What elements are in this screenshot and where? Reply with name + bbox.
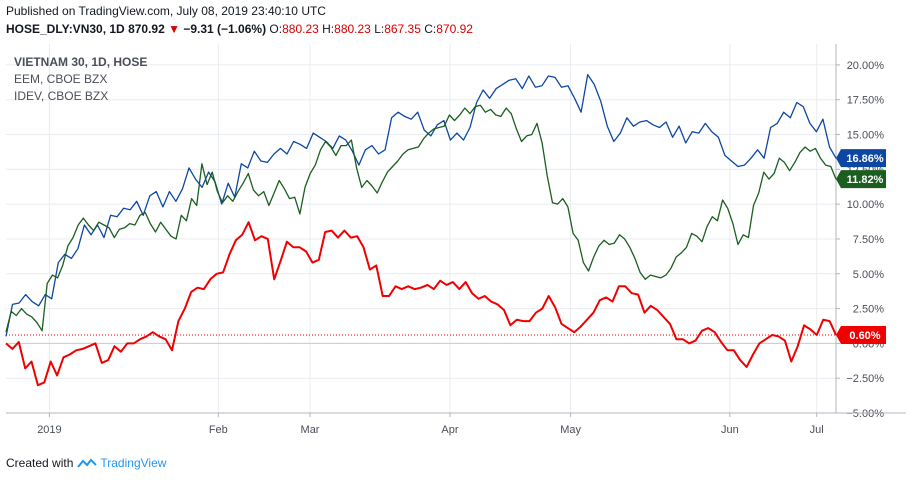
- last-value-label: 11.82%: [847, 174, 884, 186]
- high-value: 880.23: [334, 22, 371, 36]
- vn30-series-line: [5, 221, 837, 387]
- last-value-badge: 11.82%: [836, 170, 886, 189]
- last-price: 870.92: [128, 22, 165, 36]
- y-tick-label: 2.50%: [853, 304, 884, 316]
- x-tick-label: 2019: [37, 424, 61, 436]
- footer: Created with TradingView: [6, 456, 166, 470]
- open-label: O:: [269, 22, 283, 36]
- created-with-text: Created with: [6, 456, 74, 470]
- symbol-info-line: HOSE_DLY:VN30, 1D 870.92 ▼ −9.31 (−1.06%…: [6, 22, 473, 36]
- down-arrow-icon: ▼: [168, 22, 180, 36]
- high-label: H:: [322, 22, 335, 36]
- eem-series-line: [5, 73, 837, 337]
- tradingview-logo-icon: [77, 458, 98, 468]
- y-tick-label: −5.00%: [846, 408, 884, 420]
- last-value-label: 16.86%: [846, 153, 884, 165]
- legend-vn30: VIETNAM 30, 1D, HOSE: [14, 55, 147, 69]
- published-info: Published on TradingView.com, July 08, 2…: [6, 4, 326, 18]
- idev-series-line: [5, 104, 837, 333]
- x-tick-label: Feb: [209, 424, 228, 436]
- last-value-badge-bg: [836, 170, 886, 189]
- price-change: −9.31 (−1.06%): [183, 22, 267, 36]
- x-tick-label: Jul: [810, 424, 824, 436]
- y-tick-label: 17.50%: [847, 95, 885, 107]
- y-tick-label: 20.00%: [847, 60, 885, 72]
- plot-background[interactable]: [6, 44, 836, 413]
- last-value-badge-bg: [836, 326, 886, 345]
- last-value-badge-bg: [836, 149, 886, 168]
- comparison-chart[interactable]: 20.00%17.50%15.00%12.50%10.00%7.50%5.00%…: [0, 44, 906, 449]
- legend-idev: IDEV, CBOE BZX: [14, 89, 108, 103]
- x-tick-label: Mar: [301, 424, 320, 436]
- close-value: 870.92: [436, 22, 473, 36]
- low-label: L:: [374, 22, 385, 36]
- close-label: C:: [424, 22, 437, 36]
- x-tick-label: Apr: [441, 424, 458, 436]
- open-value: 880.23: [282, 22, 319, 36]
- last-value-badge: 16.86%: [836, 149, 886, 168]
- y-tick-label: 10.00%: [847, 199, 885, 211]
- x-tick-label: May: [560, 424, 581, 436]
- last-value-badge: 0.60%: [836, 326, 886, 345]
- y-tick-label: 5.00%: [853, 269, 884, 281]
- y-tick-label: 15.00%: [847, 130, 885, 142]
- symbol-name: HOSE_DLY:VN30, 1D: [6, 22, 125, 36]
- y-tick-label: −2.50%: [846, 373, 884, 385]
- x-tick-label: Jun: [721, 424, 739, 436]
- last-value-label: 0.60%: [849, 330, 880, 342]
- tradingview-brand[interactable]: TradingView: [100, 456, 167, 470]
- low-value: 867.35: [384, 22, 421, 36]
- y-tick-label: 7.50%: [853, 234, 884, 246]
- chart-area[interactable]: 20.00%17.50%15.00%12.50%10.00%7.50%5.00%…: [0, 44, 906, 449]
- legend-eem: EEM, CBOE BZX: [14, 72, 107, 86]
